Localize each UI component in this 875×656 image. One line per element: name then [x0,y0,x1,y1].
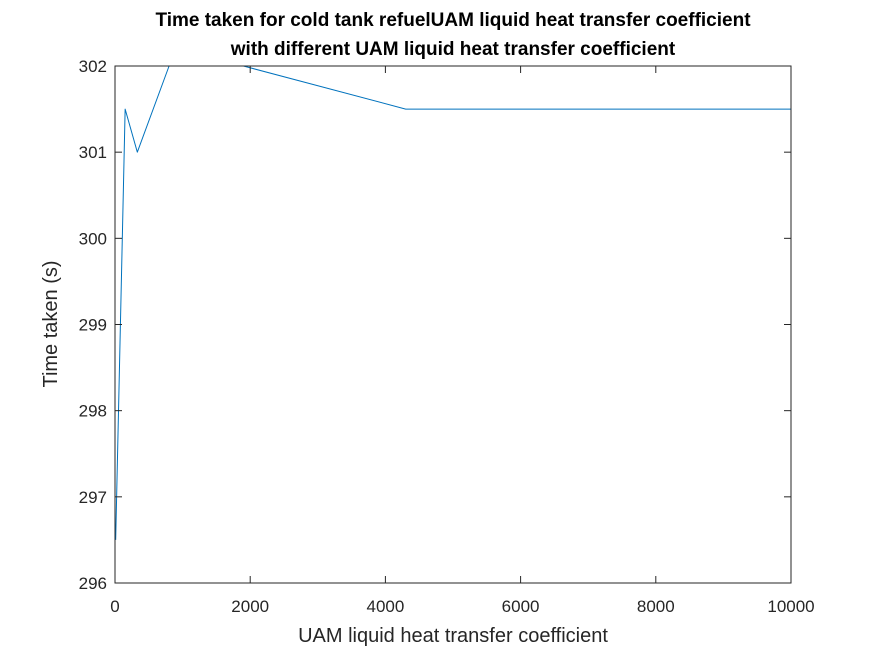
y-axis-label: Time taken (s) [40,260,62,387]
y-tick-label: 297 [79,488,107,507]
x-tick-label: 8000 [637,597,675,616]
y-tick-label: 300 [79,229,107,248]
plot-area [115,66,791,583]
y-tick-label: 296 [79,574,107,593]
x-tick-label: 10000 [767,597,814,616]
y-tick-label: 302 [79,57,107,76]
chart-title: Time taken for cold tank refuelUAM liqui… [155,10,751,31]
y-tick-label: 298 [79,402,107,421]
x-tick-label: 0 [110,597,119,616]
x-tick-label: 6000 [502,597,540,616]
x-axis-ticks: 0 2000 4000 6000 8000 10000 [110,66,815,616]
x-tick-label: 4000 [366,597,404,616]
y-tick-label: 299 [79,316,107,335]
chart-subtitle: with different UAM liquid heat transfer … [230,39,676,60]
y-axis-ticks: 296 297 298 299 300 301 302 [79,57,791,593]
x-axis-label: UAM liquid heat transfer coefficient [298,625,608,647]
y-tick-label: 301 [79,143,107,162]
x-tick-label: 2000 [231,597,269,616]
